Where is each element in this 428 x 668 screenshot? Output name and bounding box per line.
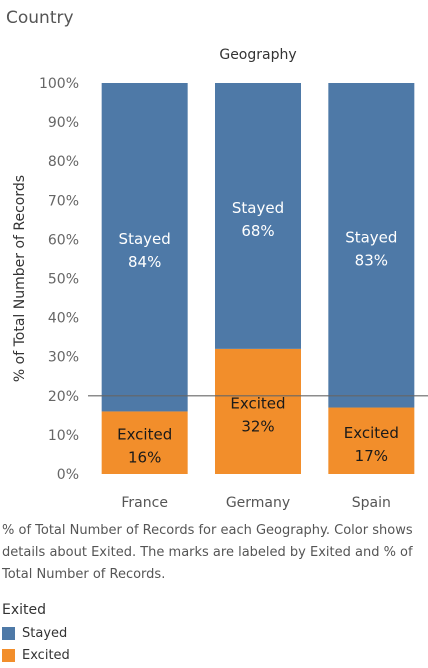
y-tick-label: 50% bbox=[48, 272, 79, 288]
legend-item-excited[interactable]: Excited bbox=[2, 644, 70, 666]
bar-stayed-germany[interactable] bbox=[215, 83, 301, 349]
bar-label-excited-value: 32% bbox=[241, 417, 274, 435]
y-tick-label: 20% bbox=[48, 389, 79, 405]
chart-caption: % of Total Number of Records for each Ge… bbox=[2, 523, 413, 582]
stacked-bar-chart: Geography % of Total Number of Records 0% 1… bbox=[12, 47, 428, 511]
sheet-title: Country bbox=[6, 8, 74, 28]
bar-label-stayed-value: 83% bbox=[355, 251, 388, 269]
y-tick-label: 90% bbox=[48, 115, 79, 131]
y-tick-label: 10% bbox=[48, 428, 79, 444]
y-tick-label: 70% bbox=[48, 193, 79, 209]
bar-label-excited-name: Excited bbox=[230, 394, 285, 412]
bar-label-excited-name: Excited bbox=[117, 426, 172, 444]
legend: Exited Stayed Excited bbox=[2, 602, 70, 666]
x-tick-label: Germany bbox=[226, 495, 290, 511]
legend-label-stayed: Stayed bbox=[22, 625, 68, 641]
legend-swatch-stayed bbox=[2, 626, 15, 640]
bar-label-excited-name: Excited bbox=[344, 424, 399, 442]
bar-excited-france[interactable] bbox=[101, 411, 188, 474]
x-tick-label: Spain bbox=[352, 495, 391, 511]
y-tick-label: 80% bbox=[48, 154, 79, 170]
bar-label-stayed-value: 68% bbox=[241, 222, 274, 240]
legend-swatch-excited bbox=[2, 648, 15, 662]
bar-label-stayed-name: Stayed bbox=[119, 230, 171, 248]
bar-excited-germany[interactable] bbox=[215, 348, 301, 474]
bar-stayed-spain[interactable] bbox=[328, 83, 415, 408]
y-tick-label: 60% bbox=[48, 232, 79, 248]
y-tick-label: 30% bbox=[48, 350, 79, 366]
bar-label-stayed-name: Stayed bbox=[232, 199, 284, 217]
bar-label-stayed-value: 84% bbox=[128, 253, 161, 271]
y-tick-label: 40% bbox=[48, 311, 79, 327]
y-tick-label: 0% bbox=[57, 467, 79, 483]
x-tick-label: France bbox=[121, 495, 168, 511]
bar-label-stayed-name: Stayed bbox=[345, 228, 397, 246]
legend-title: Exited bbox=[2, 602, 47, 618]
bar-label-excited-value: 16% bbox=[128, 449, 161, 467]
bar-excited-spain[interactable] bbox=[328, 407, 415, 474]
y-tick-label: 100% bbox=[39, 76, 79, 92]
legend-label-excited: Excited bbox=[22, 647, 70, 663]
chart-title: Geography bbox=[219, 47, 296, 63]
legend-item-stayed[interactable]: Stayed bbox=[2, 622, 70, 644]
bar-label-excited-value: 17% bbox=[355, 447, 388, 465]
y-axis-title: % of Total Number of Records bbox=[12, 175, 28, 382]
bar-stayed-france[interactable] bbox=[101, 83, 188, 412]
